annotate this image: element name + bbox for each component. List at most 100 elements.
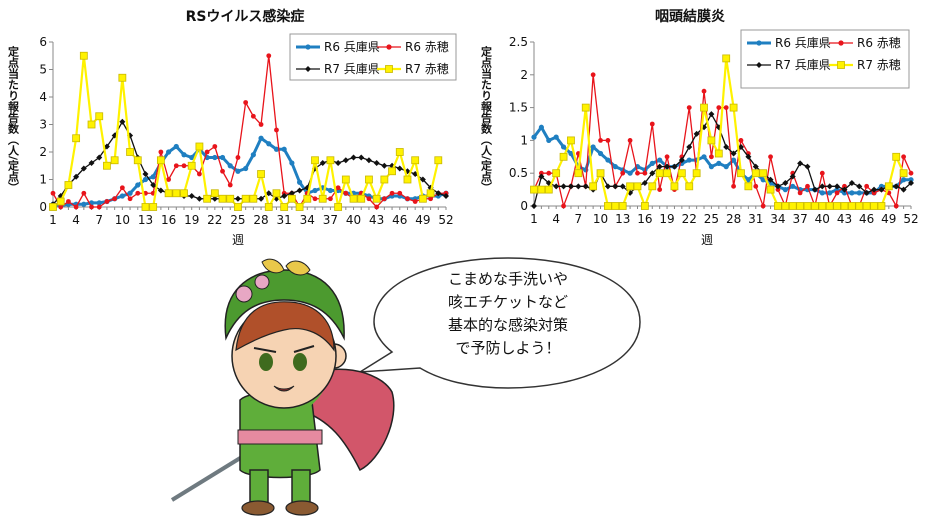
data-point [760, 203, 766, 209]
data-point [235, 155, 241, 160]
data-point [156, 156, 165, 165]
x-tick-label: 40 [346, 213, 361, 227]
legend-label: R6 赤穂 [405, 40, 449, 54]
x-axis-label: 週 [701, 233, 713, 247]
x-tick-label: 19 [659, 212, 674, 226]
x-tick-label: 49 [415, 213, 430, 227]
data-point [855, 202, 864, 210]
data-point [908, 180, 914, 187]
speech-bubble-text: こまめな手洗いや 咳エチケットなど 基本的な感染対策 で予防しよう！ [378, 268, 638, 360]
data-point [730, 157, 737, 163]
data-point [142, 176, 149, 183]
data-point [365, 157, 372, 164]
data-point [847, 202, 856, 210]
data-point [700, 103, 708, 112]
data-point [405, 196, 410, 202]
data-point [648, 182, 657, 191]
data-point [318, 194, 327, 203]
data-point [753, 183, 759, 189]
data-point [826, 183, 833, 190]
legend-label: R7 兵庫県 [324, 62, 380, 76]
legend-marker [385, 65, 393, 73]
data-point [295, 203, 304, 211]
data-point [716, 160, 722, 166]
y-tick-label: 5 [39, 63, 47, 77]
data-point [849, 190, 855, 196]
legend: R6 兵庫県 R6 赤穂 R7 兵庫県 R7 赤穂 [740, 29, 910, 89]
x-tick-label: 7 [95, 213, 103, 227]
data-point [428, 196, 433, 202]
x-tick-label: 46 [392, 213, 407, 227]
legend-marker [386, 44, 392, 50]
data-point [589, 182, 598, 191]
data-point [95, 112, 104, 121]
data-point [862, 202, 871, 210]
data-point [567, 183, 574, 190]
legend-label: R6 兵庫県 [775, 36, 831, 50]
y-tick-label: 2 [39, 145, 47, 159]
data-point [759, 169, 768, 178]
data-point [723, 143, 730, 150]
data-point [766, 185, 775, 194]
data-point [804, 163, 811, 170]
data-point [196, 195, 203, 202]
data-point [730, 150, 737, 157]
data-point [188, 193, 195, 199]
data-point [166, 177, 171, 182]
data-point [871, 190, 877, 196]
data-point [127, 190, 133, 196]
data-point [686, 105, 692, 110]
y-tick-label: 1 [39, 173, 47, 187]
data-point [819, 183, 826, 190]
data-point [281, 193, 288, 199]
data-point [281, 146, 287, 152]
data-point [203, 194, 212, 203]
data-point [72, 134, 81, 143]
data-point [788, 202, 797, 210]
x-tick-label: 16 [161, 213, 176, 227]
data-point [834, 190, 840, 196]
y-tick-label: 1 [520, 133, 528, 147]
data-point [670, 182, 679, 191]
data-point [395, 148, 404, 156]
legend-marker [305, 44, 311, 50]
data-point [227, 182, 233, 188]
data-point [538, 170, 544, 176]
data-point [546, 137, 552, 143]
data-point [272, 189, 281, 198]
data-point [257, 170, 265, 178]
data-point [296, 179, 303, 185]
series-line [52, 55, 446, 208]
speech-line: 基本的な感染対策 [447, 316, 568, 334]
data-point [380, 175, 389, 184]
data-point [173, 163, 179, 169]
data-point [649, 121, 655, 127]
data-point [204, 149, 210, 155]
data-point [103, 161, 111, 170]
data-point [692, 169, 701, 178]
data-point [389, 190, 395, 196]
data-point [531, 203, 537, 209]
data-point [66, 199, 71, 204]
legend-label: R7 赤穂 [857, 58, 901, 72]
data-point [782, 180, 789, 187]
data-point [537, 185, 546, 194]
data-point [827, 190, 833, 196]
data-point [165, 149, 172, 155]
data-point [878, 186, 885, 193]
x-tick-label: 4 [552, 212, 560, 226]
data-point [612, 164, 618, 170]
data-point [435, 190, 442, 197]
data-point [782, 187, 788, 193]
data-point [419, 176, 426, 183]
x-tick-label: 28 [726, 212, 741, 226]
legend-marker [756, 40, 762, 46]
data-point [731, 183, 736, 189]
data-point [611, 202, 620, 210]
x-tick-label: 25 [704, 212, 719, 226]
x-tick-label: 34 [300, 213, 315, 227]
data-point [135, 182, 141, 188]
data-point [605, 157, 611, 163]
data-point [729, 103, 738, 112]
